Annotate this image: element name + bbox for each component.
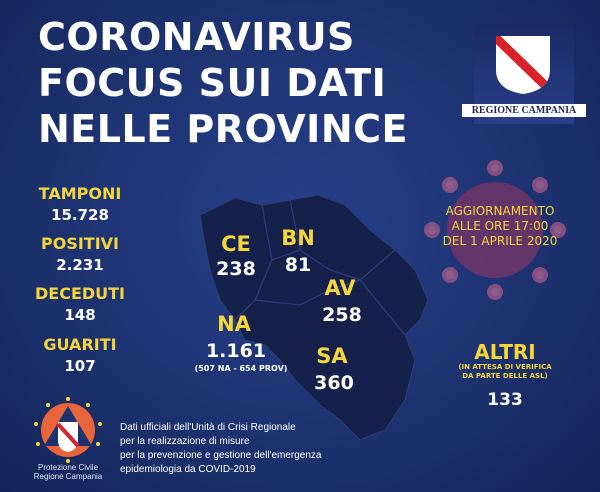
province-na-note: (507 NA - 654 PROV) [194,364,288,373]
stat-label-positivi: POSITIVI [40,234,119,253]
regione-campania-logo: REGIONE CAMPANIA [462,24,586,124]
title-line-3: NELLE PROVINCE [38,107,408,151]
protezione-civile-label: Protezione Civile Regione Campania [18,463,118,481]
update-line: ALLE ORE 17:00 [451,219,549,233]
province-av-label: AV [324,276,356,300]
province-na-label: NA [217,312,251,336]
footer-line: per la prevenzione e gestione dell'emerg… [120,450,322,461]
altri-value: 133 [487,390,523,410]
stat-value-guariti: 107 [64,357,96,375]
stat-label-deceduti: DECEDUTI [34,284,126,303]
stat-label-tamponi: TAMPONI [38,184,122,203]
province-ce-label: CE [221,232,251,256]
update-line: DEL 1 APRILE 2020 [442,234,558,248]
footer-source-note: Dati ufficiali dell'Unità di Crisi Regio… [120,421,321,477]
altri-note-line: DA PARTE DELLE ASL) [462,372,548,380]
logo-label-line: Protezione Civile [37,463,99,472]
stat-value-deceduti: 148 [64,306,96,324]
province-sa-value: 360 [314,372,354,394]
update-line: AGGIORNAMENTO [445,204,555,218]
regione-label: REGIONE CAMPANIA [462,104,586,117]
stat-value-positivi: 2.231 [56,256,104,274]
province-na-value: 1.161 [205,340,267,362]
province-sa-label: SA [316,344,348,368]
virus-icon [424,160,566,300]
logo-label-line: Regione Campania [33,472,103,481]
footer-line: per la realizzazione di misure [120,436,250,447]
update-note: AGGIORNAMENTO ALLE ORE 17:00 DEL 1 APRIL… [420,204,580,249]
protezione-civile-logo [28,394,108,464]
coat-of-arms-icon [496,36,550,94]
province-ce-value: 238 [216,258,256,280]
stat-label-guariti: GUARITI [43,335,117,354]
title-line-1: CORONAVIRUS [38,15,355,59]
protezione-civile-emblem-icon [34,397,102,463]
stat-value-tamponi: 15.728 [51,206,109,224]
altri-label: ALTRI [474,340,536,364]
footer-line: Dati ufficiali dell'Unità di Crisi Regio… [120,422,296,433]
footer-line: epidemiologia da COVID-2019 [120,464,256,475]
altri-note-line: (IN ATTESA DI VERIFICA [458,363,552,371]
province-av-value: 258 [322,304,362,326]
altri-note: (IN ATTESA DI VERIFICA DA PARTE DELLE AS… [445,363,565,381]
title-line-2: FOCUS SUI DATI [38,61,387,105]
province-bn-value: 81 [284,254,312,276]
province-bn-label: BN [281,226,315,250]
